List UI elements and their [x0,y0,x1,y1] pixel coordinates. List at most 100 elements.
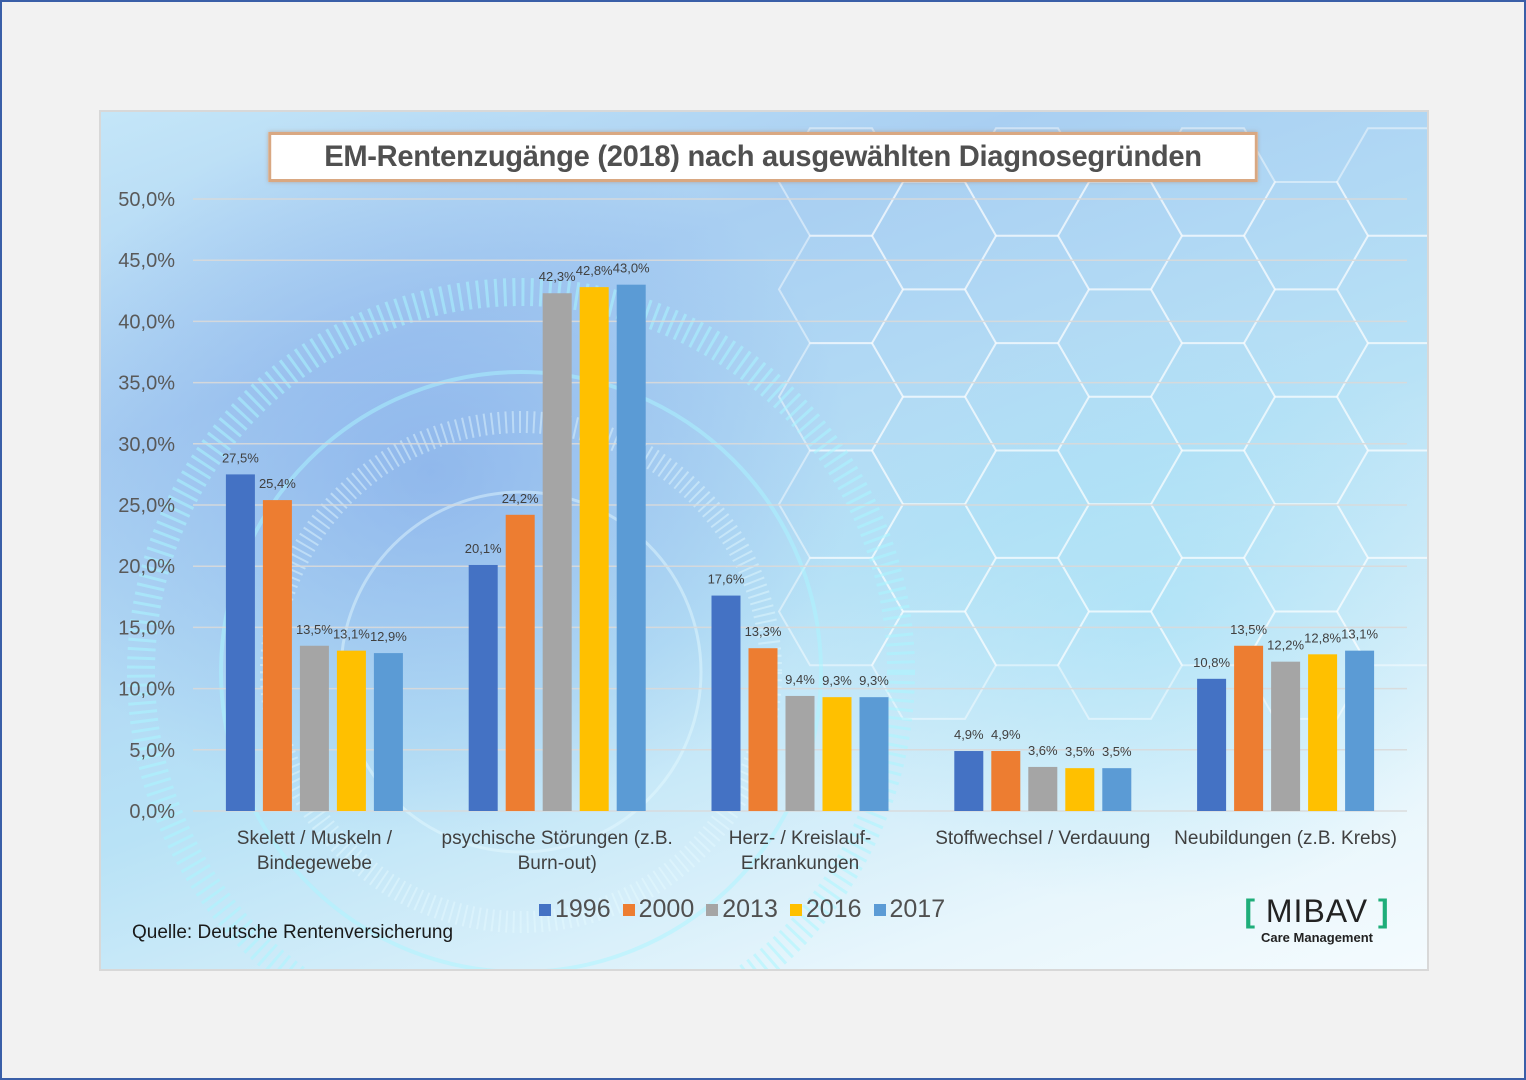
legend-label: 2013 [722,895,778,923]
data-label: 42,8% [576,263,613,278]
hexagon-decoration [1335,127,1427,237]
y-tick-label: 45,0% [118,250,175,272]
legend-label: 2016 [805,895,862,923]
arc-decoration [127,278,915,969]
legend-swatch [622,903,635,916]
hexagon-decoration [1149,127,1277,237]
y-tick-label: 35,0% [118,373,175,395]
y-tick-label: 20,0% [118,556,175,578]
data-label: 12,9% [370,629,407,644]
bar-2013 [542,293,572,811]
data-label: 9,3% [859,673,889,688]
y-tick-label: 50,0% [118,189,175,211]
hexagon-decoration [1335,556,1427,667]
hexagon-decoration [963,127,1091,237]
x-category-label: psychische Störungen (z.B. [442,828,673,849]
hexagon-decoration [963,234,1091,345]
legend-label: 2000 [638,895,695,923]
y-tick-label: 10,0% [118,679,175,701]
data-label: 24,2% [502,491,539,506]
x-category-label: Bindegewebe [257,853,372,874]
bar-1996 [225,474,255,811]
chart-title: EM-Rentenzugänge (2018) nach ausgewählte… [268,132,1258,182]
y-tick-label: 25,0% [118,495,175,517]
bar-2000 [262,500,292,811]
hexagon-decoration [1056,181,1184,291]
bar-chart: 0,0% 5,0% 10,0% 15,0% 20,0% 25,0% 30,0% 35,0% 40… [118,189,1407,874]
legend-label: 2017 [889,895,946,923]
bar-2016 [822,697,852,811]
hexagon-decoration [963,556,1091,667]
hexagon-decoration [963,449,1091,559]
data-label: 20,1% [465,541,502,556]
bar-2013 [299,645,329,811]
bar-2016 [1308,654,1338,811]
logo-subtitle: Care Management [1261,930,1373,945]
hexagon-decoration [870,288,998,398]
y-tick-label: 15,0% [118,617,175,639]
x-category-label: Burn-out) [518,853,597,874]
bar-1996 [954,751,984,811]
legend-label: 1996 [555,895,611,923]
hexagon-decoration [1335,234,1427,345]
bar-2000 [991,751,1021,811]
y-tick-label: 40,0% [118,311,175,333]
legend-swatch [873,903,886,916]
legend-item-2013: 2013 [706,895,778,924]
y-tick-label: 5,0% [129,740,175,762]
bar-2016 [336,650,366,811]
data-label: 3,6% [1028,743,1058,758]
bar-1996 [468,564,498,811]
bar-1996 [711,595,741,811]
legend-swatch [789,903,802,916]
data-label: 42,3% [539,269,576,284]
bar-2000 [505,514,535,811]
hexagon-decoration [777,342,905,452]
hexagon-decoration [870,610,998,720]
hexagon-decoration [870,181,998,291]
hexagon-decoration [1149,342,1277,452]
bar-2000 [748,648,778,811]
hexagon-decoration [777,556,905,667]
data-label: 13,5% [1230,622,1267,637]
bar-2016 [579,287,609,811]
bar-2013 [1028,766,1058,811]
legend-item-2017: 2017 [873,895,946,924]
data-label: 4,9% [991,727,1021,742]
data-label: 13,1% [333,627,370,642]
bar-1996 [1197,678,1227,811]
bar-2013 [785,695,815,811]
bar-2017 [859,697,889,811]
bar-2013 [1271,661,1301,811]
arc-decoration [219,370,823,969]
data-label: 27,5% [222,450,259,465]
legend-item-2016: 2016 [789,895,862,924]
hexagon-decoration [1056,610,1184,720]
data-label: 17,6% [708,572,745,587]
bar-2000 [1234,645,1264,811]
source-note: Quelle: Deutsche Rentenversicherung [132,922,454,943]
y-tick-label: 30,0% [118,434,175,456]
hexagon-decoration [870,503,998,613]
legend-swatch [539,903,551,916]
data-label: 10,8% [1193,655,1230,670]
data-label: 13,1% [1341,627,1378,642]
logo-name: MIBAV [1265,893,1369,929]
data-label: 13,5% [296,622,333,637]
hexagon-decoration [1242,503,1370,613]
hexagon-decoration [1149,449,1277,559]
hexagon-decoration [1056,503,1184,613]
x-category-label: Skelett / Muskeln / [237,828,393,849]
data-label: 3,5% [1065,744,1095,759]
bar-2017 [373,653,403,811]
legend-swatch [706,903,719,916]
logo-bracket-open: [ [1244,893,1256,929]
hexagon-decoration [777,234,905,345]
data-label: 25,4% [259,476,296,491]
x-category-label: Neubildungen (z.B. Krebs) [1174,828,1397,849]
bar-2017 [616,284,646,811]
hexagon-decoration [1242,181,1370,291]
chart-panel: 0,0% 5,0% 10,0% 15,0% 20,0% 25,0% 30,0% 35,0% 40… [99,110,1429,971]
hexagon-decoration [1242,395,1370,506]
